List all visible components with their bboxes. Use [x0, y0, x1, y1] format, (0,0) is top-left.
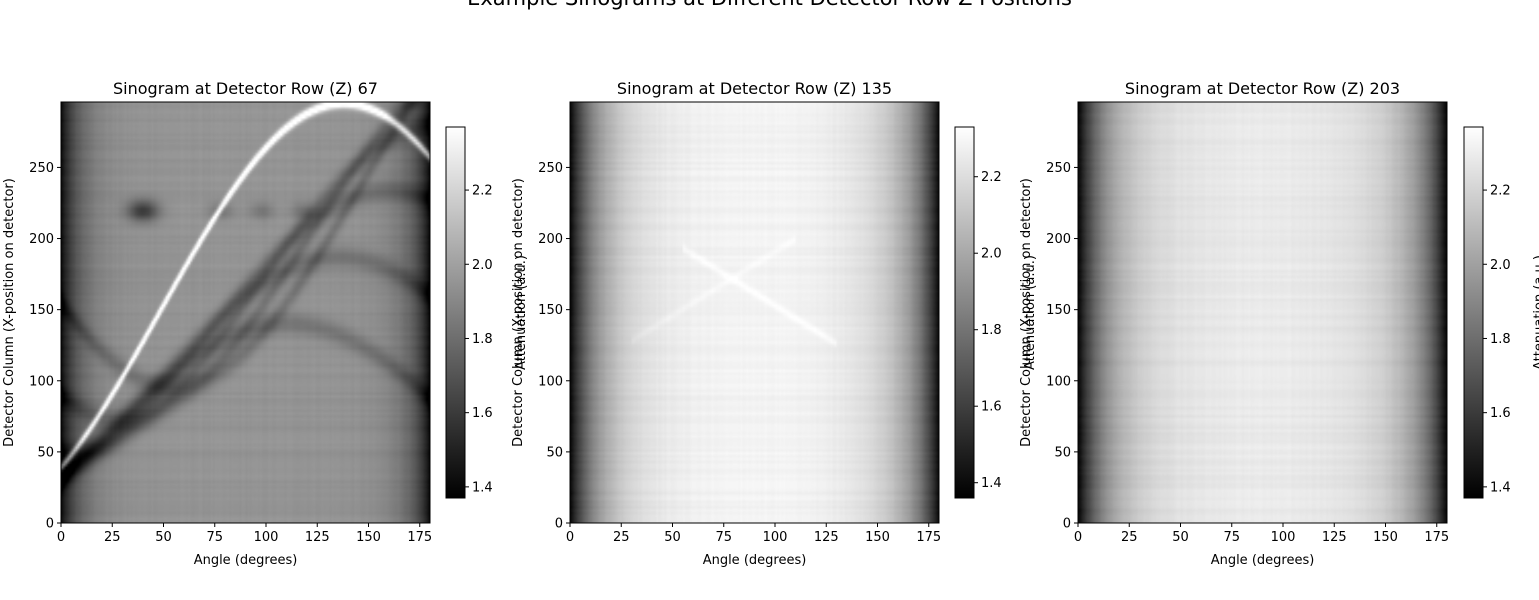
x-tick-label: 150: [1373, 530, 1398, 545]
figure-suptitle: Example Sinograms at Different Detector …: [0, 0, 1539, 10]
y-tick-label: 50: [1054, 445, 1071, 460]
y-tick-label: 200: [1046, 232, 1071, 247]
y-tick-label: 150: [29, 303, 54, 318]
y-tick-label: 150: [1046, 303, 1071, 318]
colorbar-gradient: [446, 127, 465, 498]
sinogram-heatmap: [1078, 102, 1447, 523]
x-tick-label: 100: [763, 530, 788, 545]
x-tick-label: 0: [1074, 530, 1082, 545]
x-tick-label: 125: [1322, 530, 1347, 545]
y-tick-label: 0: [555, 517, 563, 532]
x-tick-label: 150: [356, 530, 381, 545]
chart-title: Sinogram at Detector Row (Z) 67: [113, 79, 378, 98]
x-tick-label: 50: [155, 530, 172, 545]
x-tick-label: 75: [715, 530, 732, 545]
colorbar-gradient: [1464, 127, 1483, 498]
x-axis-label: Angle (degrees): [703, 553, 807, 568]
y-tick-label: 50: [546, 445, 563, 460]
y-tick-label: 150: [538, 303, 563, 318]
colorbar-frame: [1463, 126, 1484, 499]
sinogram-panel-1: Sinogram at Detector Row (Z) 67 0 25 50 75 10…: [2, 79, 529, 568]
colorbar-label: Attenuation (a.u.): [1023, 255, 1038, 370]
colorbar-gradient: [955, 127, 974, 498]
y-tick-label: 250: [29, 161, 54, 176]
plot-frame: [1077, 101, 1448, 524]
sinogram-panel-2: Sinogram at Detector Row (Z) 135 0 25 50 75 1…: [511, 79, 1038, 568]
colorbar: 1.4 1.6 1.8 2.0 2.2 Attenuation (a.u.): [1463, 126, 1539, 499]
y-axis-label: Detector Column (X-position on detector): [511, 178, 526, 447]
colorbar-tick-label: 1.6: [1490, 406, 1511, 421]
colorbar-tick-label: 1.4: [981, 476, 1002, 491]
x-tick-label: 75: [206, 530, 223, 545]
y-tick-label: 200: [29, 232, 54, 247]
colorbar-tick-label: 2.0: [1490, 258, 1511, 273]
colorbar-label: Attenuation (a.u.): [514, 255, 529, 370]
colorbar-tick-label: 1.8: [472, 332, 493, 347]
plot-frame: [60, 101, 431, 524]
colorbar: 1.4 1.6 1.8 2.0 2.2 Attenuation (a.u.): [445, 126, 529, 499]
y-tick-label: 100: [538, 374, 563, 389]
colorbar-tick-label: 2.0: [472, 258, 493, 273]
y-axis-label: Detector Column (X-position on detector): [1019, 178, 1034, 447]
colorbar-tick-label: 1.6: [981, 400, 1002, 415]
x-tick-label: 50: [1172, 530, 1189, 545]
chart-title: Sinogram at Detector Row (Z) 203: [1125, 79, 1400, 98]
x-tick-label: 175: [1424, 530, 1449, 545]
sinogram-panel-3: Sinogram at Detector Row (Z) 203 0 25 50 75 1…: [1019, 79, 1539, 568]
colorbar-tick-label: 1.8: [981, 323, 1002, 338]
colorbar-frame: [445, 126, 466, 499]
y-axis-label: Detector Column (X-position on detector): [2, 178, 17, 447]
plot-frame: [569, 101, 940, 524]
chart-title: Sinogram at Detector Row (Z) 135: [617, 79, 892, 98]
colorbar-frame: [954, 126, 975, 499]
colorbar-tick-label: 2.0: [981, 247, 1002, 262]
x-tick-label: 125: [814, 530, 839, 545]
x-tick-label: 175: [916, 530, 941, 545]
x-tick-label: 25: [104, 530, 121, 545]
x-tick-label: 25: [1121, 530, 1138, 545]
x-tick-label: 0: [566, 530, 574, 545]
colorbar-tick-label: 1.4: [1490, 480, 1511, 495]
x-axis-label: Angle (degrees): [194, 553, 298, 568]
x-tick-label: 100: [1271, 530, 1296, 545]
y-tick-label: 0: [46, 517, 54, 532]
colorbar-tick-label: 1.6: [472, 406, 493, 421]
y-tick-label: 0: [1063, 517, 1071, 532]
x-axis-label: Angle (degrees): [1211, 553, 1315, 568]
colorbar-label: Attenuation (a.u.): [1532, 255, 1539, 370]
x-tick-label: 125: [305, 530, 330, 545]
y-tick-label: 100: [29, 374, 54, 389]
colorbar-tick-label: 1.4: [472, 480, 493, 495]
x-tick-label: 100: [254, 530, 279, 545]
colorbar-tick-label: 2.2: [472, 184, 493, 199]
x-tick-label: 150: [865, 530, 890, 545]
x-tick-label: 25: [613, 530, 630, 545]
y-tick-label: 250: [1046, 161, 1071, 176]
sinogram-heatmap: [570, 102, 939, 523]
colorbar: 1.4 1.6 1.8 2.0 2.2 Attenuation (a.u.): [954, 126, 1038, 499]
colorbar-tick-label: 1.8: [1490, 332, 1511, 347]
colorbar-tick-label: 2.2: [1490, 184, 1511, 199]
sinogram-heatmap: [61, 102, 430, 523]
y-tick-label: 200: [538, 232, 563, 247]
y-tick-label: 250: [538, 161, 563, 176]
x-tick-label: 50: [664, 530, 681, 545]
x-tick-label: 0: [57, 530, 65, 545]
colorbar-tick-label: 2.2: [981, 170, 1002, 185]
x-tick-label: 75: [1223, 530, 1240, 545]
y-tick-label: 50: [37, 445, 54, 460]
x-tick-label: 175: [407, 530, 432, 545]
y-tick-label: 100: [1046, 374, 1071, 389]
